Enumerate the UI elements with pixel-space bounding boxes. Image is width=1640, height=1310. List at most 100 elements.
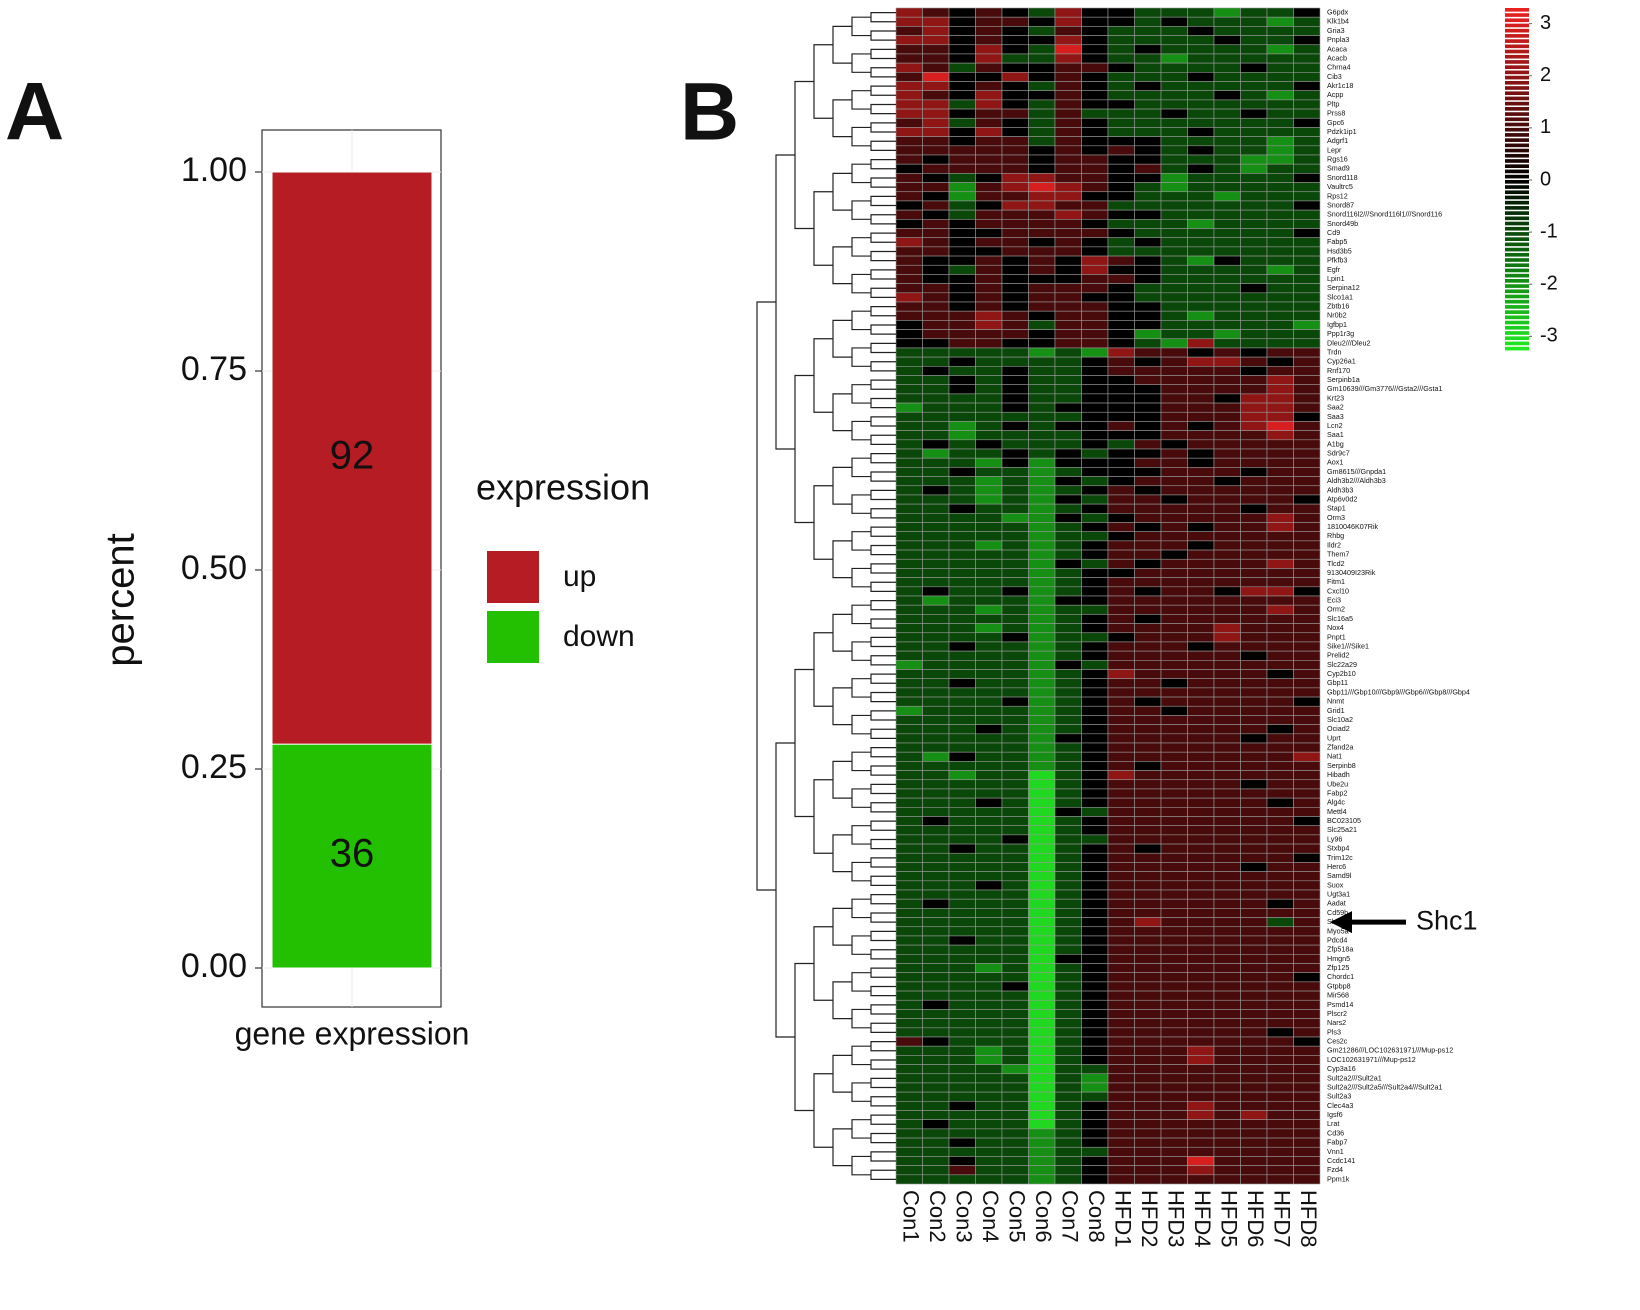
heatmap-cell (1293, 411, 1321, 422)
colorbar-stripe (1505, 336, 1529, 341)
heatmap-cell (975, 972, 1003, 983)
heatmap-cell (1266, 705, 1294, 716)
heatmap-cell (895, 687, 923, 698)
heatmap-cell (1107, 467, 1135, 477)
heatmap-cell (1028, 310, 1056, 321)
row-label: Igsf6 (1327, 1110, 1343, 1119)
dendrogram-branch (813, 44, 833, 119)
heatmap-cell (975, 62, 1003, 73)
heatmap-cell (1160, 816, 1188, 826)
column-label: HFD2 (1137, 1190, 1162, 1247)
dendrogram-branch (851, 1119, 871, 1139)
heatmap-cell (895, 770, 923, 781)
dendrogram-branch (870, 305, 896, 317)
heatmap-cell (1187, 1091, 1215, 1102)
heatmap-cell (1266, 329, 1294, 340)
heatmap-cell (1213, 1137, 1241, 1148)
heatmap-cell (1266, 678, 1294, 689)
heatmap-cell (1240, 751, 1268, 762)
heatmap-cell (1293, 274, 1321, 284)
row-label: Chordc1 (1327, 972, 1354, 981)
heatmap-cell (1081, 127, 1109, 137)
heatmap-cell (948, 467, 976, 477)
heatmap-cell (1107, 650, 1135, 661)
heatmap-cell (1134, 485, 1162, 496)
heatmap-cell (1081, 145, 1109, 156)
heatmap-cell (1001, 678, 1029, 689)
heatmap-cell (1028, 1091, 1056, 1102)
heatmap-cell (1160, 72, 1188, 82)
heatmap-cell (1240, 366, 1268, 376)
heatmap-cell (1240, 35, 1268, 46)
heatmap-cell (975, 439, 1003, 450)
colorbar-stripe (1505, 294, 1529, 299)
heatmap-cell (1107, 1165, 1135, 1176)
heatmap-cell (1001, 485, 1029, 496)
heatmap-cell (1001, 1082, 1029, 1093)
row-label: Sult2a3 (1327, 1092, 1351, 1101)
heatmap-cell (1028, 972, 1056, 983)
heatmap-cell (1160, 136, 1188, 147)
heatmap-cell (1160, 1119, 1188, 1130)
heatmap-cell (922, 108, 950, 119)
heatmap-cell (895, 513, 923, 523)
heatmap-cell (948, 788, 976, 799)
heatmap-cell (1028, 531, 1056, 542)
heatmap-cell (1240, 145, 1268, 156)
heatmap-cell (1293, 384, 1321, 395)
heatmap-cell (922, 99, 950, 110)
heatmap-cell (1160, 825, 1188, 836)
heatmap-cell (1107, 632, 1135, 643)
heatmap-cell (975, 807, 1003, 817)
heatmap-cell (1028, 568, 1056, 578)
heatmap-cell (1054, 209, 1082, 220)
row-label: Suox (1327, 880, 1344, 889)
heatmap-cell (1293, 944, 1321, 955)
dendrogram-branch (870, 746, 896, 758)
heatmap-cell (948, 430, 976, 441)
heatmap-cell (1107, 687, 1135, 698)
heatmap-cell (1213, 191, 1241, 202)
heatmap-cell (922, 843, 950, 854)
colorbar-stripe (1505, 122, 1529, 127)
heatmap-cell (1001, 503, 1029, 514)
heatmap-cell (1293, 200, 1321, 211)
heatmap-cell (1054, 742, 1082, 753)
heatmap-cell (948, 1165, 976, 1176)
heatmap-cell (1134, 375, 1162, 385)
heatmap-cell (1266, 283, 1294, 294)
colorbar-stripe (1505, 174, 1529, 179)
heatmap-cell (1266, 1045, 1294, 1056)
heatmap-cell (1134, 53, 1162, 64)
heatmap-cell (1213, 963, 1241, 973)
heatmap-cell (1293, 999, 1321, 1010)
heatmap-cell (895, 320, 923, 330)
dendrogram-branch (794, 374, 814, 524)
heatmap-cell (1107, 522, 1135, 532)
heatmap-cell (1134, 72, 1162, 82)
heatmap-cell (1001, 577, 1029, 588)
colorbar-tick-label: 3 (1540, 12, 1551, 34)
heatmap-cell (1240, 16, 1268, 27)
heatmap-cell (1107, 1027, 1135, 1038)
heatmap-cell (1187, 1119, 1215, 1130)
dendrogram-branch (832, 1128, 852, 1167)
heatmap-cell (1134, 770, 1162, 781)
heatmap-cell (1134, 724, 1162, 735)
heatmap-cell (1293, 173, 1321, 183)
heatmap-cell (975, 356, 1003, 367)
heatmap-cell (1001, 1119, 1029, 1130)
heatmap-cell (1187, 411, 1215, 422)
heatmap-cell (1266, 843, 1294, 854)
heatmap-cell (1266, 255, 1294, 266)
heatmap-cell (948, 852, 976, 863)
heatmap-cell (1240, 338, 1268, 349)
heatmap-cell (1187, 715, 1215, 725)
dendrogram-branch (813, 1073, 833, 1148)
heatmap-cell (1160, 724, 1188, 735)
heatmap-cell (1293, 329, 1321, 340)
heatmap-cell (948, 503, 976, 514)
heatmap-cell (1081, 963, 1109, 973)
heatmap-cell (1134, 999, 1162, 1010)
heatmap-cell (1160, 898, 1188, 909)
